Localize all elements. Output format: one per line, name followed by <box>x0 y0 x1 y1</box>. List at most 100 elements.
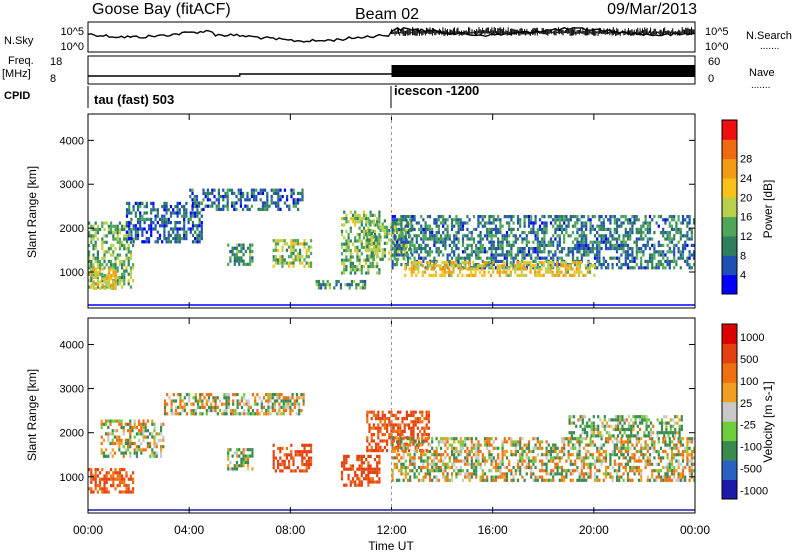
power-cell <box>121 275 124 280</box>
velocity-cell <box>238 399 241 403</box>
power-cell <box>492 227 495 231</box>
cpid-segment-1: tau (fast) 503 <box>94 92 174 107</box>
power-cell <box>620 253 623 257</box>
power-cell <box>435 240 438 244</box>
power-cell <box>152 227 155 231</box>
power-cell <box>163 237 166 241</box>
power-cell <box>105 263 108 267</box>
velocity-cell <box>307 466 310 470</box>
power-cell <box>174 211 177 215</box>
power-cell <box>99 272 102 276</box>
power-cell <box>96 250 99 254</box>
power-cell <box>176 214 179 218</box>
power-cell <box>615 256 619 260</box>
power-cell <box>571 240 575 244</box>
power-cell <box>114 277 117 281</box>
velocity-cell <box>681 459 685 463</box>
velocity-cell <box>381 410 384 414</box>
power-cell <box>637 227 641 231</box>
velocity-cell <box>568 418 571 422</box>
velocity-cell <box>622 472 625 476</box>
power-cell <box>412 267 416 271</box>
velocity-cell <box>129 419 132 423</box>
velocity-cell <box>576 456 579 460</box>
velocity-cell <box>400 462 403 466</box>
velocity-cell <box>666 443 669 447</box>
power-cell <box>516 273 519 277</box>
power-cell <box>679 266 682 270</box>
power-cell <box>264 201 267 205</box>
velocity-cell <box>637 456 641 460</box>
velocity-cell <box>583 415 587 419</box>
velocity-cell <box>210 409 213 413</box>
power-cell <box>679 256 682 260</box>
power-cell <box>490 240 493 244</box>
velocity-cell <box>160 432 163 436</box>
power-cell <box>395 263 399 267</box>
velocity-cell <box>249 448 252 452</box>
velocity-cell <box>486 478 489 482</box>
power-cell <box>494 256 498 260</box>
velocity-cell <box>651 472 654 476</box>
power-cell <box>420 247 423 251</box>
power-cell <box>141 217 144 221</box>
power-cell <box>512 256 515 260</box>
power-cell <box>364 286 367 290</box>
velocity-cell <box>238 402 241 406</box>
power-colorbar-swatch <box>722 236 737 256</box>
power-cell <box>602 224 605 228</box>
velocity-cell <box>442 453 445 457</box>
power-cell <box>270 188 273 192</box>
power-cell <box>281 248 284 252</box>
velocity-cell <box>470 475 473 479</box>
power-cell <box>624 218 627 222</box>
power-cell <box>578 234 581 238</box>
power-cell <box>569 247 572 251</box>
power-cell <box>426 250 429 254</box>
power-cell <box>123 224 126 228</box>
power-cell <box>598 243 601 247</box>
velocity-cell <box>129 454 132 458</box>
power-cell <box>576 243 579 247</box>
velocity-cell <box>372 423 375 427</box>
power-cell <box>461 221 465 225</box>
power-cell <box>555 264 559 268</box>
power-cell <box>249 256 252 260</box>
velocity-cell <box>629 469 632 473</box>
velocity-cell <box>406 478 410 482</box>
power-cell <box>615 231 619 235</box>
velocity-cell <box>372 439 375 443</box>
power-cell <box>662 256 665 260</box>
power-cell <box>523 253 526 257</box>
velocity-cell <box>116 435 119 439</box>
power-cell <box>96 227 99 232</box>
velocity-cell <box>289 405 292 409</box>
velocity-cell <box>466 446 469 450</box>
velocity-cell <box>358 477 361 481</box>
power-cell <box>519 221 522 225</box>
power-cell <box>227 262 230 266</box>
velocity-cell <box>383 445 386 449</box>
velocity-cell <box>527 459 531 463</box>
velocity-cell <box>207 393 211 397</box>
velocity-cell <box>581 418 584 422</box>
power-cell <box>684 218 687 222</box>
power-cell <box>340 261 344 265</box>
velocity-cell <box>640 469 643 473</box>
power-cell <box>141 230 144 234</box>
power-cell <box>249 259 252 263</box>
power-cell <box>253 195 256 199</box>
power-cell <box>393 247 396 251</box>
velocity-cell <box>601 421 604 425</box>
velocity-cell <box>411 456 414 460</box>
power-cell <box>88 259 91 264</box>
velocity-cell <box>624 462 627 466</box>
power-cell <box>121 224 124 228</box>
velocity-cell <box>592 427 595 432</box>
power-cell <box>558 267 561 271</box>
power-cell <box>358 255 361 259</box>
velocity-cell <box>525 472 528 476</box>
power-cell <box>356 265 359 269</box>
velocity-cell <box>681 469 685 473</box>
power-cell <box>521 237 524 241</box>
